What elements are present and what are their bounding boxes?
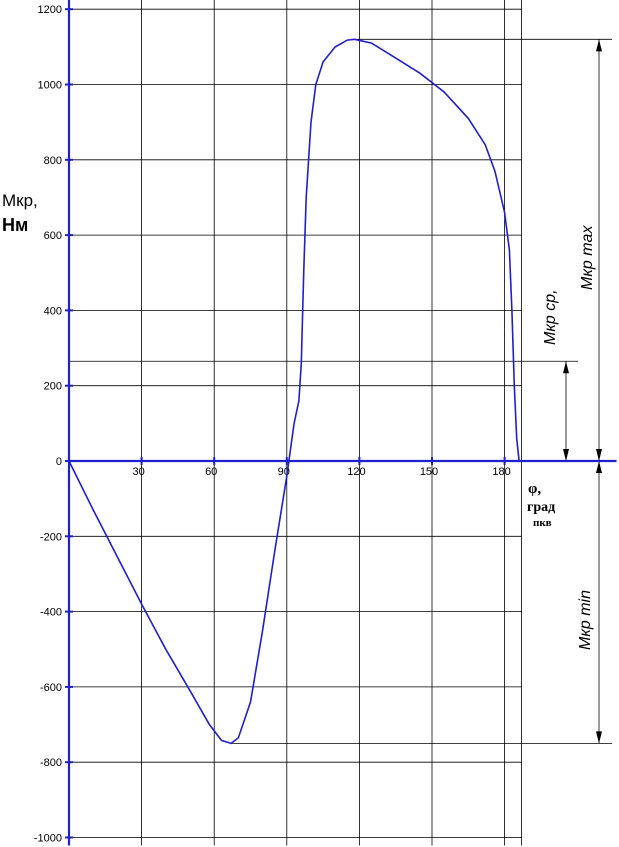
y-axis-label-line1: Мкр, <box>2 191 38 210</box>
reference-lines <box>69 38 612 744</box>
torque-curve <box>68 38 520 745</box>
mkr-min-dimension-arrow-bottom <box>596 731 602 744</box>
y-tick-label: 0 <box>56 456 62 468</box>
x-tick-label: 60 <box>205 466 217 478</box>
x-tick-labels: 30 60 90 120 150 180 <box>132 466 510 478</box>
mkr-avg-dimension-arrow-bottom <box>563 449 569 461</box>
y-tick-label: 600 <box>44 230 62 242</box>
y-tick-labels: 1200 1000 800 600 400 200 0 -200 -400 -600 -800 -10… <box>34 4 62 844</box>
mkr-avg-label: Мкр ср, <box>542 289 559 345</box>
y-axis-label-line2: Нм <box>2 215 28 235</box>
y-tick-label: -400 <box>40 607 62 619</box>
x-tick-label: 120 <box>347 466 365 478</box>
x-tick-label: 30 <box>132 466 144 478</box>
y-tick-label: -200 <box>40 531 62 543</box>
mkr-max-dimension-arrow-bottom <box>596 449 602 461</box>
mkr-avg-dimension-arrow-top <box>563 361 569 374</box>
x-axis-label-line3: пкв <box>533 517 552 529</box>
axes <box>65 0 617 846</box>
x-axis-label-line2: град <box>527 500 555 515</box>
y-tick-label: 1200 <box>38 4 62 16</box>
x-tick-label: 180 <box>492 466 510 478</box>
y-tick-label: 800 <box>44 155 62 167</box>
mkr-min-dimension-arrow-top <box>596 461 602 473</box>
x-tick-label: 150 <box>420 466 438 478</box>
y-tick-label: -800 <box>40 757 62 769</box>
y-tick-label: 400 <box>44 305 62 317</box>
y-tick-label: 200 <box>44 381 62 393</box>
mkr-min-label: Мкр min <box>577 590 594 650</box>
mkr-max-dimension-arrow-top <box>596 39 602 52</box>
y-tick-label: -1000 <box>34 833 62 845</box>
x-axis-label-line1: φ, <box>528 481 541 497</box>
mkr-max-label: Мкр max <box>579 225 596 290</box>
grid <box>69 0 522 846</box>
y-tick-label: -600 <box>40 682 62 694</box>
y-tick-label: 1000 <box>38 80 62 92</box>
